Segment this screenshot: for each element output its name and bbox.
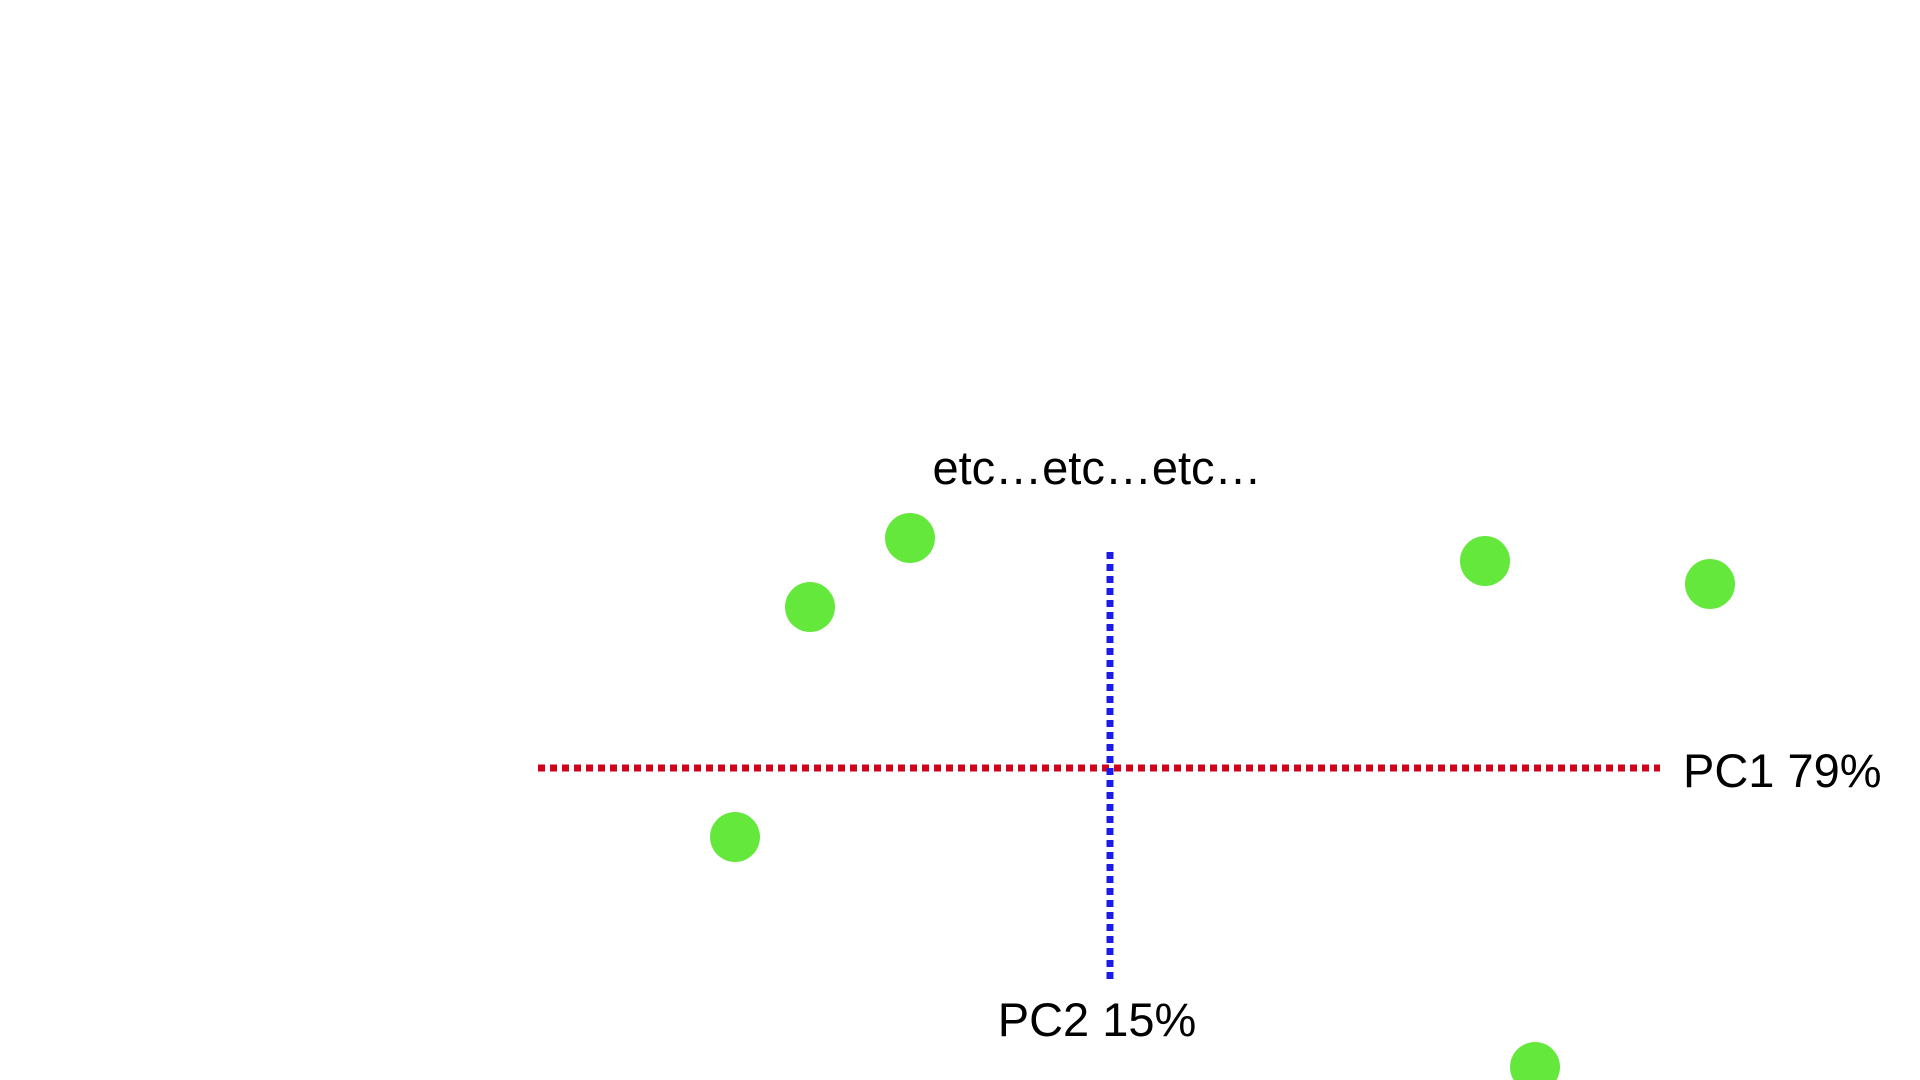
data-point-1 xyxy=(785,582,835,632)
data-point-4 xyxy=(1460,536,1510,586)
data-points xyxy=(710,513,1735,1080)
data-point-5 xyxy=(1685,559,1735,609)
pc1-axis-label: PC1 79% xyxy=(1683,744,1882,797)
data-point-6 xyxy=(1510,1042,1560,1080)
data-point-2 xyxy=(885,513,935,563)
etc-annotation: etc…etc…etc… xyxy=(932,441,1261,494)
pc2-axis-label: PC2 15% xyxy=(998,993,1197,1046)
data-point-3 xyxy=(710,812,760,862)
